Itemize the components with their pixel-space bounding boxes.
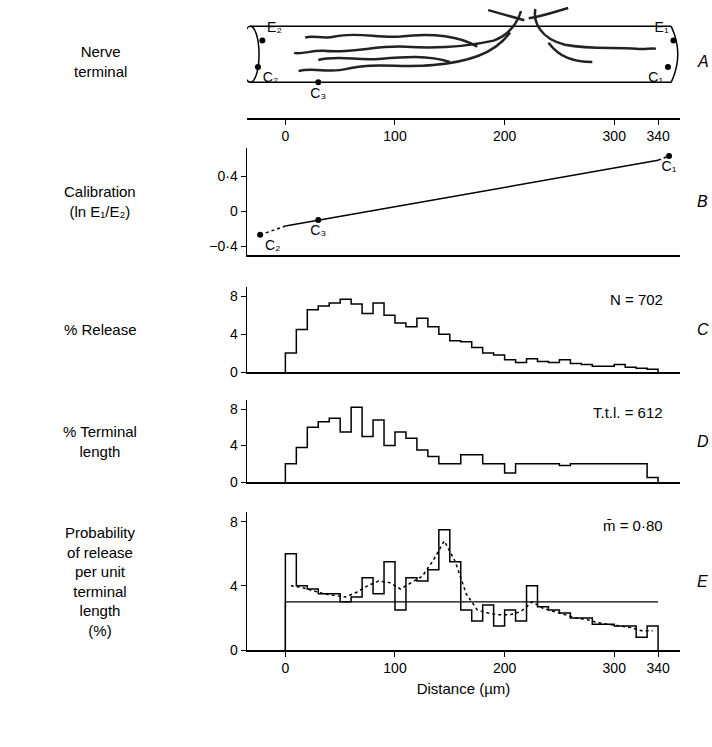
svg-text:−0·4: −0·4 (209, 238, 238, 254)
svg-text:A: A (697, 53, 709, 70)
svg-text:100: 100 (383, 128, 407, 144)
svg-text:0: 0 (281, 660, 289, 676)
svg-text:C₃: C₃ (310, 85, 326, 101)
svg-text:E₁: E₁ (655, 19, 669, 35)
svg-text:C₃: C₃ (310, 222, 326, 238)
svg-text:N = 702: N = 702 (610, 291, 663, 308)
svg-text:300: 300 (603, 660, 627, 676)
svg-text:Calibration(ln E₁/E₂): Calibration(ln E₁/E₂) (64, 183, 136, 220)
svg-text:% Terminallength: % Terminallength (63, 423, 137, 460)
svg-text:m̄ = 0·80: m̄ = 0·80 (603, 517, 663, 534)
svg-text:300: 300 (603, 128, 627, 144)
svg-text:0: 0 (230, 364, 238, 380)
svg-text:E: E (697, 573, 708, 590)
svg-text:C₁: C₁ (662, 158, 677, 174)
svg-text:C₁: C₁ (648, 69, 663, 85)
svg-text:E₂: E₂ (267, 19, 282, 35)
svg-text:8: 8 (230, 401, 238, 417)
svg-text:C: C (697, 321, 709, 338)
svg-text:8: 8 (230, 514, 238, 530)
svg-text:100: 100 (383, 660, 407, 676)
svg-text:4: 4 (230, 326, 238, 342)
svg-text:0: 0 (230, 642, 238, 658)
svg-text:Distance (µm): Distance (µm) (417, 680, 511, 697)
svg-text:0: 0 (230, 474, 238, 490)
svg-text:200: 200 (493, 128, 517, 144)
svg-text:0·4: 0·4 (217, 168, 237, 184)
svg-text:Nerveterminal: Nerveterminal (74, 43, 127, 80)
svg-text:0: 0 (281, 128, 289, 144)
svg-text:C₂: C₂ (265, 237, 281, 253)
svg-text:D: D (697, 433, 709, 450)
svg-text:T.t.l. = 612: T.t.l. = 612 (593, 404, 663, 421)
svg-text:% Release: % Release (64, 321, 137, 338)
svg-text:200: 200 (493, 660, 517, 676)
svg-text:4: 4 (230, 437, 238, 453)
svg-text:340: 340 (646, 128, 670, 144)
svg-text:4: 4 (230, 578, 238, 594)
svg-text:8: 8 (230, 288, 238, 304)
svg-text:Probabilityof releaseper unitt: Probabilityof releaseper unitterminallen… (65, 524, 136, 639)
svg-text:340: 340 (646, 660, 670, 676)
svg-text:C₂: C₂ (263, 69, 279, 85)
svg-text:B: B (697, 193, 708, 210)
svg-text:0: 0 (230, 203, 238, 219)
